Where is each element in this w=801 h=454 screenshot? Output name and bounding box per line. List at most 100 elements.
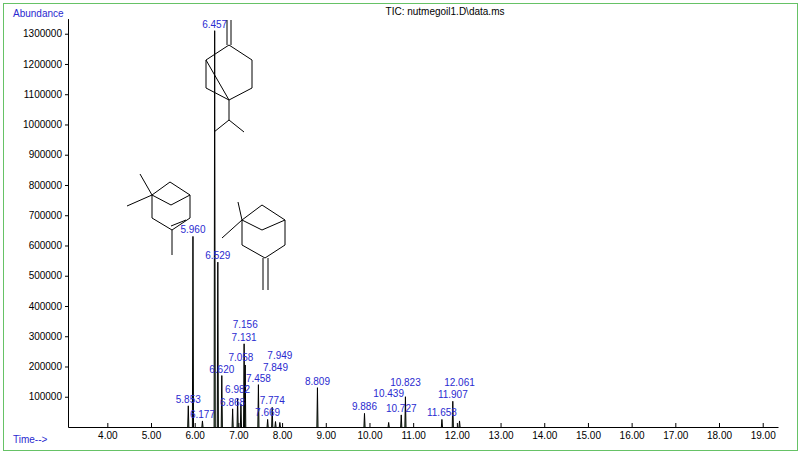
x-tick-mark: [282, 423, 283, 427]
y-tick: 900000: [29, 149, 68, 160]
chart: 4.005.006.007.008.009.0010.0011.0012.001…: [0, 0, 801, 454]
bond: [268, 258, 269, 290]
peak-label: 7.849: [263, 362, 288, 373]
x-tick-mark: [195, 423, 196, 427]
y-tick-mark: [65, 155, 68, 156]
x-tick-label: 14.00: [532, 430, 557, 441]
peak: [459, 421, 460, 427]
y-tick: 300000: [29, 331, 68, 342]
peaks: [188, 31, 460, 427]
peak-label: 6.177: [190, 409, 215, 420]
x-tick-mark: [544, 423, 545, 427]
peak-label: 5.853: [176, 394, 201, 405]
x-tick: 6.00: [185, 423, 205, 441]
x-tick-label: 17.00: [663, 430, 688, 441]
x-tick: 10.00: [357, 423, 382, 441]
x-tick-label: 5.00: [142, 430, 162, 441]
peak-label: 10.439: [373, 388, 404, 399]
y-tick: 800000: [29, 180, 68, 191]
x-tick-label: 8.00: [273, 430, 293, 441]
x-tick-mark: [238, 423, 239, 427]
y-tick-label: 600000: [29, 240, 63, 251]
peak-label: 10.727: [386, 403, 417, 414]
x-tick: 18.00: [707, 423, 732, 441]
peak: [441, 419, 442, 427]
peak-label: 10.823: [390, 377, 421, 388]
bond: [152, 182, 190, 230]
bond: [229, 120, 244, 132]
y-tick-label: 1200000: [23, 59, 62, 70]
y-tick-label: 1000000: [23, 119, 62, 130]
y-tick-label: 1100000: [24, 89, 63, 100]
x-tick: 5.00: [142, 423, 162, 441]
bond: [231, 20, 232, 45]
peak: [388, 422, 389, 427]
x-tick: 12.00: [445, 423, 470, 441]
y-tick: 400000: [29, 301, 68, 312]
peak: [279, 422, 280, 427]
peak-label: 7.058: [228, 352, 253, 363]
x-axis: 4.005.006.007.008.009.0010.0011.0012.001…: [69, 423, 779, 441]
peak-label: 8.809: [305, 376, 330, 387]
x-tick-label: 15.00: [576, 430, 601, 441]
peak-label: 6.457: [202, 19, 227, 30]
y-tick-mark: [65, 245, 68, 246]
y-tick-mark: [65, 336, 68, 337]
bond: [172, 230, 173, 255]
y-axis: 1000002000003000004000005000006000007000…: [23, 19, 68, 427]
y-axis-title: Abundance: [13, 8, 64, 19]
structures: [127, 20, 285, 290]
peak: [401, 415, 402, 427]
y-tick: 700000: [29, 210, 68, 221]
bond: [206, 60, 229, 100]
x-tick: 8.00: [273, 423, 293, 441]
peak-label: 7.156: [233, 319, 258, 330]
y-tick: 1000000: [23, 119, 68, 130]
y-tick: 600000: [29, 240, 68, 251]
x-tick-label: 19.00: [751, 430, 776, 441]
y-tick-label: 100000: [29, 391, 63, 402]
y-tick-mark: [65, 185, 68, 186]
title: TIC: nutmegoil1.D\data.ms: [386, 6, 505, 17]
x-tick: 14.00: [532, 423, 557, 441]
peak-label: 7.669: [255, 407, 280, 418]
x-tick-label: 11.00: [402, 430, 427, 441]
bond: [206, 45, 252, 100]
y-axis-line: [68, 19, 69, 427]
structure-beta-pinene: [222, 202, 285, 290]
y-tick-mark: [65, 366, 68, 367]
x-tick-label: 9.00: [317, 430, 337, 441]
y-tick-mark: [65, 306, 68, 307]
peak-label: 11.907: [438, 389, 468, 400]
frame: [4, 4, 798, 451]
peak-label: 6.620: [209, 364, 234, 375]
x-tick-label: 4.00: [98, 430, 118, 441]
x-tick-mark: [151, 423, 152, 427]
peak-label: 7.458: [246, 373, 271, 384]
x-tick-mark: [588, 423, 589, 427]
peak-label: 7.131: [232, 332, 257, 343]
bond: [238, 202, 242, 220]
y-tick: 1200000: [23, 59, 68, 70]
peak: [188, 406, 189, 427]
x-tick-mark: [675, 423, 676, 427]
y-tick-mark: [65, 124, 68, 125]
x-tick-label: 12.00: [445, 430, 470, 441]
x-tick-mark: [107, 423, 108, 427]
x-tick: 13.00: [489, 423, 514, 441]
x-tick: 9.00: [317, 423, 337, 441]
y-tick-mark: [65, 215, 68, 216]
x-tick-mark: [369, 423, 370, 427]
bond: [127, 195, 152, 206]
x-tick-label: 16.00: [620, 430, 645, 441]
x-tick: 17.00: [663, 423, 688, 441]
y-tick: 100000: [29, 391, 68, 402]
peak-label: 12.061: [444, 377, 475, 388]
x-tick: 4.00: [98, 423, 118, 441]
peak: [267, 419, 268, 427]
x-tick-mark: [413, 423, 414, 427]
y-tick: 1300000: [23, 28, 68, 39]
x-tick: 19.00: [751, 423, 776, 441]
bond: [214, 120, 229, 132]
peak: [275, 422, 276, 427]
